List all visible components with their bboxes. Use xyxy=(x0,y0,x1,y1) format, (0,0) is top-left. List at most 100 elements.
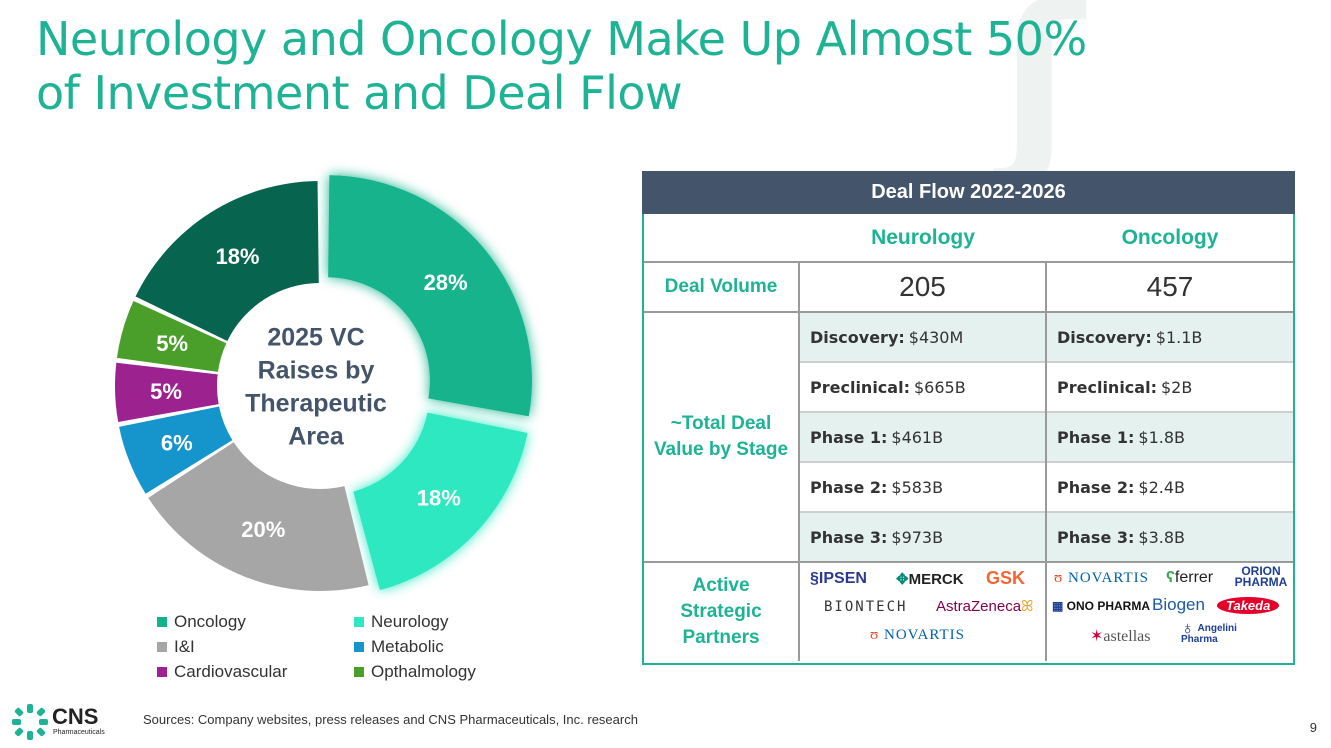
legend-swatch xyxy=(157,641,167,652)
slice-label: 6% xyxy=(161,431,193,456)
partner-logo-takeda: Takeda xyxy=(1217,597,1280,614)
slice-neurology xyxy=(353,412,528,591)
stage-value: $2B xyxy=(1160,377,1193,397)
stage-name: Phase 3: xyxy=(810,527,888,547)
ipsen-icon: § xyxy=(810,570,819,587)
slice-label: 18% xyxy=(215,244,259,269)
partner-logo-merck: ✥MERCK xyxy=(896,570,964,588)
legend-label: Oncology xyxy=(174,611,246,631)
slice-label: 5% xyxy=(156,331,188,356)
partner-logo-ferrer: ʕferrer xyxy=(1166,569,1213,587)
donut-chart-svg: 28% 18% 20% 6% 5% 5% 18% 2025 VC Raises by Thera… xyxy=(114,175,532,591)
angelini-icon: ♁ xyxy=(1181,618,1195,638)
stage-cell-oncology: Preclinical: $2B xyxy=(1047,363,1293,411)
partner-logo-orion: ORION PHARMA xyxy=(1234,564,1288,589)
deal-flow-body: Neurology Oncology Deal Volume 205 457 ~… xyxy=(642,214,1295,665)
stage-cell-oncology: Discovery: $1.1B xyxy=(1047,313,1293,361)
stage-name: Preclinical: xyxy=(1057,377,1157,397)
legend-label: Metabolic xyxy=(371,636,444,656)
legend-item-oncology: Oncology xyxy=(157,610,354,633)
legend-swatch xyxy=(354,616,364,627)
ferrer-icon: ʕ xyxy=(1166,569,1175,586)
partner-name: NOVARTIS xyxy=(1067,570,1149,586)
stage-value: $1.8B xyxy=(1138,427,1185,447)
cns-logo-icon xyxy=(12,704,48,740)
slice-oncology xyxy=(328,175,532,417)
partner-name: AstraZeneca xyxy=(936,598,1022,615)
stage-value: $461B xyxy=(891,427,944,447)
legend-swatch xyxy=(354,666,364,677)
slice-label: 28% xyxy=(424,270,468,295)
legend-swatch xyxy=(354,641,364,652)
slice-cardiovascular xyxy=(114,362,219,422)
stage-value: $973B xyxy=(891,527,944,547)
row-label-deal-value: ~Total Deal Value by Stage xyxy=(653,413,789,460)
slice-label: 18% xyxy=(417,486,461,511)
stage-name: Phase 1: xyxy=(810,427,888,447)
center-label-line: Area xyxy=(288,423,345,451)
partner-logo-astellas: ✶astellas xyxy=(1090,626,1151,646)
stage-value: $2.4B xyxy=(1138,477,1185,497)
row-divider xyxy=(644,561,1293,563)
stage-name: Phase 2: xyxy=(810,477,888,497)
partner-name: Angelini Pharma xyxy=(1181,623,1237,645)
partner-name: astellas xyxy=(1103,628,1151,645)
legend-label: I&I xyxy=(174,636,195,656)
company-logo: CNS Pharmaceuticals xyxy=(10,702,120,742)
column-divider xyxy=(1045,262,1047,661)
partner-logo-gsk: GSK xyxy=(986,568,1026,588)
logo-subtext: Pharmaceuticals xyxy=(53,729,105,736)
stage-name: Discovery: xyxy=(1057,327,1152,347)
stage-name: Discovery: xyxy=(810,327,905,347)
stage-cell-oncology: Phase 3: $3.8B xyxy=(1047,513,1293,561)
stage-name: Phase 2: xyxy=(1057,477,1135,497)
legend-item-ii: I&I xyxy=(157,635,354,658)
partner-name: ferrer xyxy=(1174,569,1214,586)
stage-cell-oncology: Phase 1: $1.8B xyxy=(1047,413,1293,461)
legend-item-cardiovascular: Cardiovascular xyxy=(157,660,354,683)
column-header-oncology: Oncology xyxy=(1121,226,1219,249)
legend-swatch xyxy=(157,616,167,627)
partner-name: IPSEN xyxy=(818,570,867,587)
partner-name: MERCK xyxy=(908,571,964,588)
astellas-icon: ✶ xyxy=(1090,628,1104,645)
novartis-icon: ʊ xyxy=(870,627,884,643)
legend-item-opthalmology: Opthalmology xyxy=(354,660,514,683)
partner-logo-biontech: BIONTECH xyxy=(824,599,908,615)
ono-icon: ▦ xyxy=(1052,599,1067,613)
slice-label: 5% xyxy=(150,379,182,404)
stage-name: Preclinical: xyxy=(810,377,910,397)
row-label-partners: Active Strategic Partners xyxy=(680,575,762,648)
stage-value: $1.1B xyxy=(1155,327,1203,347)
partner-logo-angelini: ♁ Angelini Pharma xyxy=(1181,618,1247,645)
sources-note: Sources: Company websites, press release… xyxy=(143,712,638,727)
row-divider xyxy=(644,311,1293,313)
background-decoration: ʃ xyxy=(1000,0,1084,196)
center-label-line: Therapeutic xyxy=(245,390,387,418)
partner-logo-biogen: Biogen xyxy=(1152,595,1205,614)
legend-item-neurology: Neurology xyxy=(354,610,514,633)
stage-name: Phase 3: xyxy=(1057,527,1135,547)
stage-cell-oncology: Phase 2: $2.4B xyxy=(1047,463,1293,511)
partner-logo-novartis: ʊ NOVARTIS xyxy=(1054,570,1149,587)
astrazeneca-icon: ꕤ xyxy=(1021,598,1034,615)
partner-name: ONO PHARMA xyxy=(1066,599,1151,613)
slice-opthalmology xyxy=(116,300,227,372)
stage-value: $3.8B xyxy=(1138,527,1185,547)
partner-logo-novartis: ʊ NOVARTIS xyxy=(870,627,965,644)
donut-chart: 28% 18% 20% 6% 5% 5% 18% 2025 VC Raises by Thera… xyxy=(0,150,640,620)
legend-item-metabolic: Metabolic xyxy=(354,635,514,658)
stage-cell-neurology: Phase 3: $973B xyxy=(800,513,1045,561)
slice-metabolic xyxy=(119,406,233,494)
legend-swatch xyxy=(157,666,167,677)
slice-ii xyxy=(148,442,369,591)
deal-flow-table: Deal Flow 2022-2026 Neurology Oncology D… xyxy=(642,171,1295,665)
deal-flow-header: Deal Flow 2022-2026 xyxy=(642,171,1295,214)
stage-value: $583B xyxy=(891,477,944,497)
partner-logo-ono: ▦ ONO PHARMA xyxy=(1052,599,1150,613)
legend-label: Neurology xyxy=(371,611,449,631)
slice-other xyxy=(135,181,319,342)
legend-label: Opthalmology xyxy=(371,661,476,681)
stage-value: $665B xyxy=(913,377,966,397)
stage-cell-neurology: Discovery: $430M xyxy=(800,313,1045,361)
